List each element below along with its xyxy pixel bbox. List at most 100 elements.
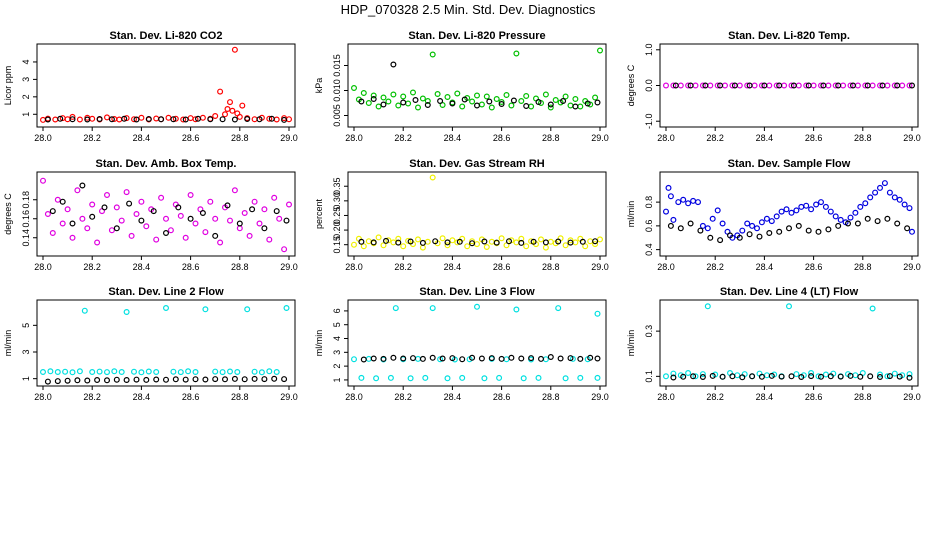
data-point <box>108 227 115 234</box>
data-point <box>528 238 535 245</box>
data-point <box>375 103 382 110</box>
data-point <box>803 202 810 209</box>
data-point <box>185 368 192 375</box>
data-point <box>790 82 797 89</box>
data-point <box>523 102 530 109</box>
data-point <box>385 237 392 244</box>
data-point <box>370 92 377 99</box>
data-point <box>199 210 206 217</box>
y-tick-label: 1.0 <box>644 44 654 57</box>
data-point <box>896 196 903 203</box>
data-point <box>778 373 785 380</box>
x-tick-label: 29.0 <box>903 262 921 272</box>
data-point <box>817 199 824 206</box>
data-point <box>138 198 145 205</box>
data-point <box>667 222 674 229</box>
data-point <box>380 355 387 362</box>
data-point <box>449 355 456 362</box>
data-point <box>271 194 278 201</box>
data-point <box>202 376 209 383</box>
data-point <box>360 356 367 363</box>
data-point <box>419 95 426 102</box>
data-point <box>108 116 115 123</box>
x-tick-label: 29.0 <box>280 392 298 402</box>
data-point <box>518 355 525 362</box>
data-point <box>886 189 893 196</box>
data-point <box>675 199 682 206</box>
data-point <box>239 102 246 109</box>
plot-frame <box>36 171 296 257</box>
data-point <box>709 215 716 222</box>
data-point <box>488 355 495 362</box>
data-point <box>825 226 832 233</box>
y-axis-label: ml/min <box>626 201 636 228</box>
y-tick-label: 0.3 <box>644 325 654 338</box>
plot-frame <box>36 299 296 387</box>
data-point <box>380 242 387 249</box>
data-point <box>817 373 824 380</box>
data-point <box>212 368 219 375</box>
data-point <box>699 371 706 378</box>
data-point <box>896 373 903 380</box>
data-point <box>498 235 505 242</box>
x-tick-label: 28.6 <box>182 262 200 272</box>
data-point <box>261 376 268 383</box>
data-point <box>380 94 387 101</box>
y-tick-label: 3 <box>332 350 342 355</box>
data-point <box>246 232 253 239</box>
y-tick-label: 4 <box>332 336 342 341</box>
data-point <box>552 96 559 103</box>
x-tick-label: 28.2 <box>394 133 412 143</box>
data-point <box>488 104 495 111</box>
data-point <box>449 237 456 244</box>
data-point <box>726 232 733 239</box>
x-tick-label: 28.4 <box>756 133 774 143</box>
y-axis-label: degrees C <box>626 64 636 106</box>
data-point <box>62 368 69 375</box>
data-point <box>94 239 101 246</box>
data-point <box>229 107 236 114</box>
data-point <box>145 368 152 375</box>
plot-frame <box>659 171 919 257</box>
series-cyan <box>39 305 290 376</box>
data-point <box>498 98 505 105</box>
data-point <box>375 234 382 241</box>
data-point <box>530 238 537 245</box>
data-point <box>44 211 51 218</box>
data-point <box>461 96 468 103</box>
data-point <box>405 237 412 244</box>
data-point <box>874 218 881 225</box>
data-point <box>261 225 268 232</box>
data-point <box>69 234 76 241</box>
data-point <box>241 210 248 217</box>
data-point <box>694 199 701 206</box>
data-point <box>380 101 387 108</box>
data-point <box>444 93 451 100</box>
data-point <box>432 238 439 245</box>
x-tick-label: 28.6 <box>493 262 511 272</box>
data-point <box>867 194 874 201</box>
panel-grid: Stan. Dev. Li-820 CO2 Licor ppm 28.0 28.2 28… <box>3 30 921 402</box>
data-point <box>123 189 130 196</box>
y-tick-label: 3 <box>21 349 31 354</box>
data-point <box>373 375 380 382</box>
data-point <box>182 234 189 241</box>
data-point <box>256 220 263 227</box>
data-point <box>662 82 669 89</box>
x-tick-label: 28.4 <box>133 133 151 143</box>
data-point <box>118 217 125 224</box>
data-point <box>662 373 669 380</box>
y-tick-label: 0.0 <box>644 79 654 92</box>
data-point <box>224 202 231 209</box>
data-point <box>805 82 812 89</box>
data-point <box>180 116 187 123</box>
data-point <box>89 213 96 220</box>
x-tick-label: 28.6 <box>493 392 511 402</box>
data-point <box>444 375 451 382</box>
data-point <box>817 82 824 89</box>
data-point <box>212 215 219 222</box>
y-axis-label: degrees C <box>3 193 13 235</box>
data-point <box>415 104 422 111</box>
data-point <box>894 220 901 227</box>
data-point <box>483 93 490 100</box>
